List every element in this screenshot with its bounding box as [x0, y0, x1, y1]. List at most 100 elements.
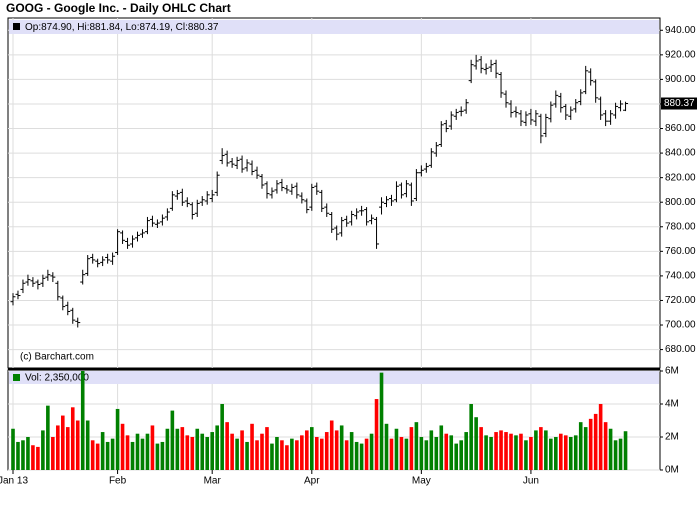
- y-tick-label: 860.00: [665, 123, 696, 134]
- chart-title: GOOG - Google Inc. - Daily OHLC Chart: [6, 1, 231, 15]
- volume-bar: [598, 404, 603, 470]
- volume-bar: [165, 428, 170, 470]
- volume-bar: [489, 437, 493, 470]
- volume-bar: [334, 430, 339, 470]
- volume-bar: [389, 438, 394, 470]
- volume-bar: [568, 437, 573, 470]
- volume-bar: [300, 435, 304, 470]
- x-tick-label: Apr: [304, 476, 320, 487]
- y-tick-label: 2M: [665, 432, 679, 443]
- volume-bar: [329, 420, 334, 470]
- volume-bar: [255, 440, 259, 470]
- volume-bar: [379, 372, 384, 470]
- volume-bar: [534, 430, 538, 470]
- volume-bar: [399, 437, 404, 470]
- volume-bar: [369, 433, 374, 470]
- volume-bar: [484, 435, 488, 470]
- volume-bar: [260, 433, 264, 470]
- volume-bar: [195, 428, 200, 470]
- volume-bar: [31, 445, 35, 470]
- volume-bar: [603, 422, 608, 470]
- volume-bar: [16, 441, 20, 470]
- volume-bar: [205, 437, 210, 470]
- volume-bar: [613, 440, 618, 470]
- volume-bar: [95, 443, 100, 470]
- volume-bar: [459, 440, 463, 470]
- volume-bar: [310, 427, 314, 470]
- volume-bar: [409, 427, 414, 470]
- volume-bar: [364, 438, 369, 470]
- volume-bar: [305, 430, 309, 470]
- volume-bar: [56, 425, 60, 470]
- volume-bar: [190, 437, 195, 470]
- volume-bar: [230, 433, 234, 470]
- volume-bar: [544, 430, 548, 470]
- volume-bar: [404, 438, 409, 470]
- volume-bar: [61, 415, 65, 470]
- info-marker: [13, 23, 20, 30]
- volume-bar: [554, 437, 558, 470]
- y-tick-label: 6M: [665, 366, 679, 377]
- volume-bar: [245, 441, 249, 470]
- x-tick-label: Feb: [109, 476, 127, 487]
- x-tick-label: Jun: [523, 476, 539, 487]
- volume-bar: [504, 432, 508, 470]
- y-tick-label: 760.00: [665, 246, 696, 257]
- volume-bar: [295, 440, 299, 470]
- volume-bar: [11, 428, 15, 470]
- volume-bar: [494, 432, 498, 470]
- volume-bar: [434, 437, 439, 470]
- volume-bar: [130, 441, 135, 470]
- volume-bar: [454, 443, 459, 470]
- y-tick-label: 840.00: [665, 148, 696, 159]
- volume-bar: [36, 446, 40, 470]
- volume-bar: [559, 433, 563, 470]
- y-tick-label: 920.00: [665, 49, 696, 60]
- volume-bar: [449, 435, 454, 470]
- volume-bar: [185, 435, 190, 470]
- info-strip: [9, 20, 659, 34]
- volume-bar: [280, 440, 284, 470]
- x-tick-label: May: [412, 476, 431, 487]
- y-tick-label: 800.00: [665, 197, 696, 208]
- volume-bar: [623, 431, 628, 470]
- volume-bar: [125, 435, 130, 470]
- volume-bar: [429, 430, 434, 470]
- volume-bar: [593, 413, 598, 470]
- volume-bar: [319, 438, 324, 470]
- volume-bar: [529, 437, 533, 470]
- volume-bar: [479, 427, 483, 470]
- volume-bar: [51, 437, 55, 470]
- volume-bar: [150, 425, 155, 470]
- volume-bar: [155, 443, 160, 470]
- volume-bar: [359, 443, 364, 470]
- y-tick-label: 940.00: [665, 25, 696, 36]
- volume-bar: [519, 433, 523, 470]
- volume-bar: [65, 427, 70, 470]
- volume-bar: [85, 420, 90, 470]
- y-tick-label: 900.00: [665, 74, 696, 85]
- volume-bar: [240, 430, 244, 470]
- y-tick-label: 700.00: [665, 320, 696, 331]
- volume-marker: [13, 374, 20, 381]
- volume-bar: [339, 425, 344, 470]
- volume-bar: [110, 438, 115, 470]
- volume-bar: [290, 438, 294, 470]
- volume-bar: [324, 432, 329, 470]
- volume-bar: [105, 441, 110, 470]
- volume-bar: [509, 433, 513, 470]
- volume-bar: [419, 437, 424, 470]
- volume-bar: [21, 440, 25, 470]
- volume-bar: [549, 438, 553, 470]
- info-text: Op:874.90, Hi:881.84, Lo:874.19, Cl:880.…: [25, 22, 219, 33]
- price-panel: [7, 17, 661, 369]
- volume-bar: [75, 420, 80, 470]
- volume-bar: [464, 432, 468, 470]
- volume-bar: [499, 430, 503, 470]
- volume-bar: [314, 437, 319, 470]
- y-tick-label: 780.00: [665, 221, 696, 232]
- volume-bar: [250, 423, 254, 470]
- volume-bar: [270, 443, 274, 470]
- volume-bar: [578, 422, 583, 470]
- volume-bar: [235, 438, 239, 470]
